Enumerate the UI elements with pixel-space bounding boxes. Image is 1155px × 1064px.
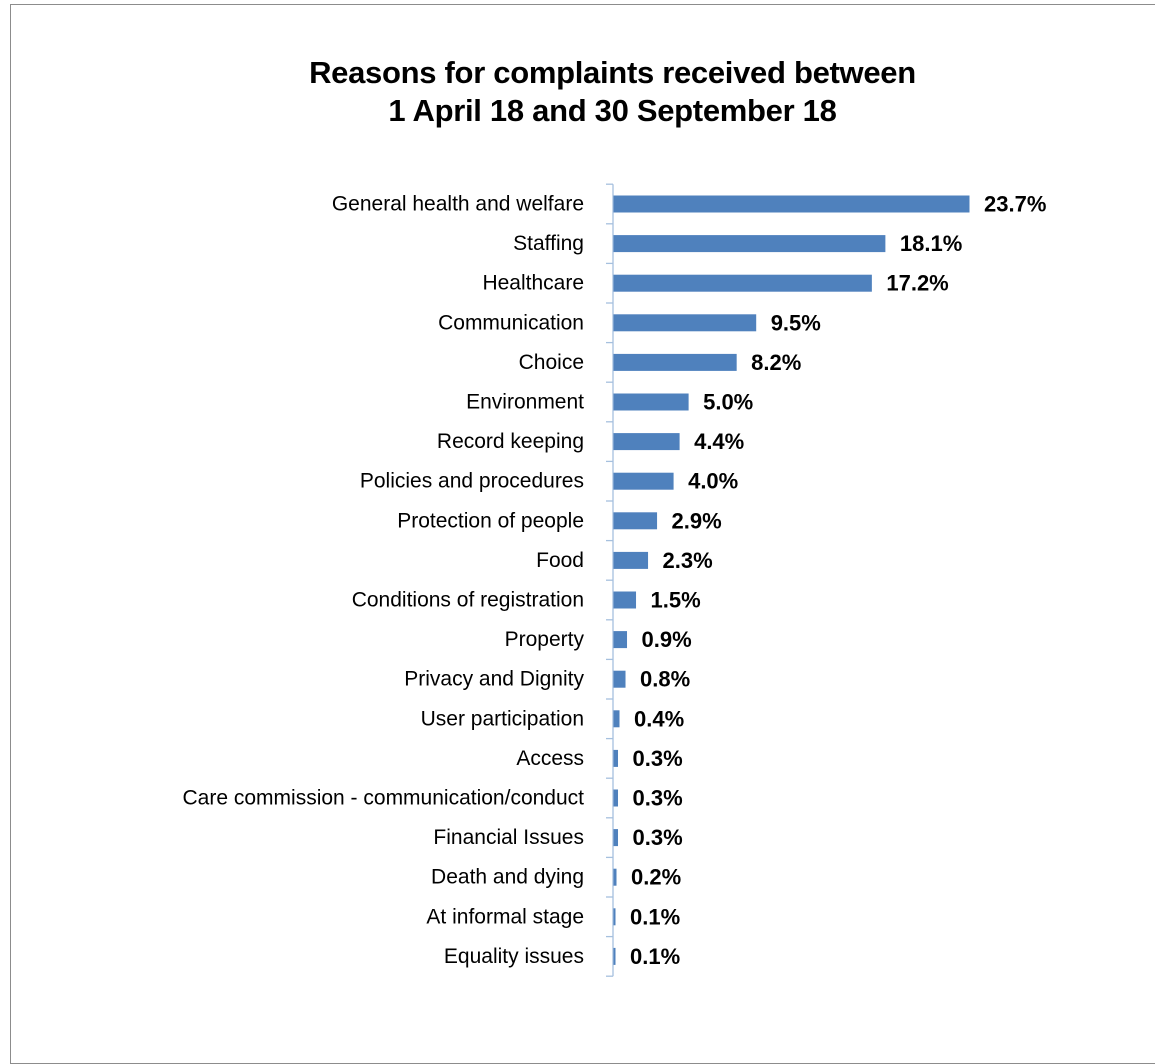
category-label: Death and dying — [431, 866, 584, 889]
data-label: 4.4% — [694, 429, 744, 454]
bar — [613, 353, 737, 371]
data-label: 23.7% — [984, 192, 1046, 217]
data-label: 5.0% — [703, 390, 753, 415]
chart-title: Reasons for complaints received between … — [0, 54, 1155, 130]
bar — [613, 749, 619, 767]
category-label: User participation — [421, 707, 584, 730]
bar — [613, 314, 757, 332]
data-label: 2.9% — [672, 508, 722, 533]
category-label: Staffing — [513, 232, 584, 255]
category-label: General health and welfare — [332, 193, 584, 216]
bar — [613, 274, 872, 292]
bar — [613, 512, 658, 530]
data-label: 18.1% — [900, 231, 962, 256]
category-label: Record keeping — [437, 430, 584, 453]
data-label: 0.3% — [633, 746, 683, 771]
bar — [613, 829, 619, 847]
chart-title-line-1: Reasons for complaints received between — [309, 55, 916, 90]
data-label: 4.0% — [688, 469, 738, 494]
category-label: Care commission - communication/conduct — [183, 787, 585, 810]
bar — [613, 710, 620, 728]
data-label: 9.5% — [771, 310, 821, 335]
bar — [613, 908, 616, 926]
data-label: 0.3% — [633, 786, 683, 811]
bar — [613, 947, 616, 965]
bar — [613, 789, 619, 807]
bar — [613, 235, 886, 253]
category-label: Property — [505, 628, 585, 651]
category-label: Healthcare — [482, 272, 584, 295]
category-label: Financial Issues — [433, 826, 584, 849]
bar — [613, 591, 637, 609]
category-label: Policies and procedures — [360, 470, 584, 493]
chart-frame — [10, 4, 1155, 1064]
category-label: Conditions of registration — [352, 589, 584, 612]
bar — [613, 393, 689, 411]
bar — [613, 195, 970, 213]
bar — [613, 551, 649, 569]
category-label: Protection of people — [397, 509, 584, 532]
data-label: 0.9% — [642, 627, 692, 652]
data-label: 8.2% — [751, 350, 801, 375]
chart-title-line-2: 1 April 18 and 30 September 18 — [388, 93, 837, 128]
data-label: 17.2% — [886, 271, 948, 296]
bar — [613, 631, 628, 649]
category-label: At informal stage — [426, 905, 584, 928]
category-label: Communication — [438, 311, 584, 334]
data-label: 0.4% — [634, 706, 684, 731]
data-label: 0.1% — [630, 904, 680, 929]
plot-group: General health and welfare 23.7% Staffing 1… — [183, 183, 1046, 977]
category-label: Privacy and Dignity — [404, 668, 584, 691]
data-label: 0.2% — [631, 865, 681, 890]
category-label: Equality issues — [444, 945, 584, 968]
category-label: Environment — [466, 391, 584, 414]
data-label: 2.3% — [663, 548, 713, 573]
bar — [613, 670, 626, 688]
data-label: 1.5% — [651, 588, 701, 613]
category-label: Food — [536, 549, 584, 572]
data-label: 0.3% — [633, 825, 683, 850]
category-label: Access — [516, 747, 584, 770]
category-label: Choice — [519, 351, 584, 374]
data-label: 0.1% — [630, 944, 680, 969]
bar — [613, 433, 680, 451]
bar — [613, 472, 674, 490]
data-label: 0.8% — [640, 667, 690, 692]
bar — [613, 868, 617, 886]
